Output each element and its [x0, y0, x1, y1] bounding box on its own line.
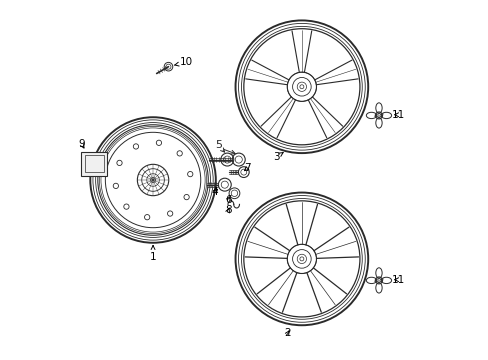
- Text: 5: 5: [215, 140, 222, 150]
- Text: 1: 1: [149, 246, 156, 262]
- Text: 9: 9: [78, 139, 85, 149]
- Text: 11: 11: [391, 110, 405, 120]
- Text: 4: 4: [211, 187, 218, 197]
- Bar: [85, 155, 103, 172]
- Text: audi: audi: [373, 113, 384, 118]
- Text: 10: 10: [174, 57, 193, 67]
- Text: 7: 7: [244, 163, 250, 173]
- Text: 2: 2: [284, 328, 290, 338]
- Bar: [81, 152, 107, 176]
- Text: audi: audi: [373, 278, 384, 283]
- Text: 11: 11: [391, 275, 405, 285]
- Text: 8: 8: [224, 206, 231, 216]
- Text: 6: 6: [224, 195, 231, 205]
- Text: 3: 3: [273, 152, 283, 162]
